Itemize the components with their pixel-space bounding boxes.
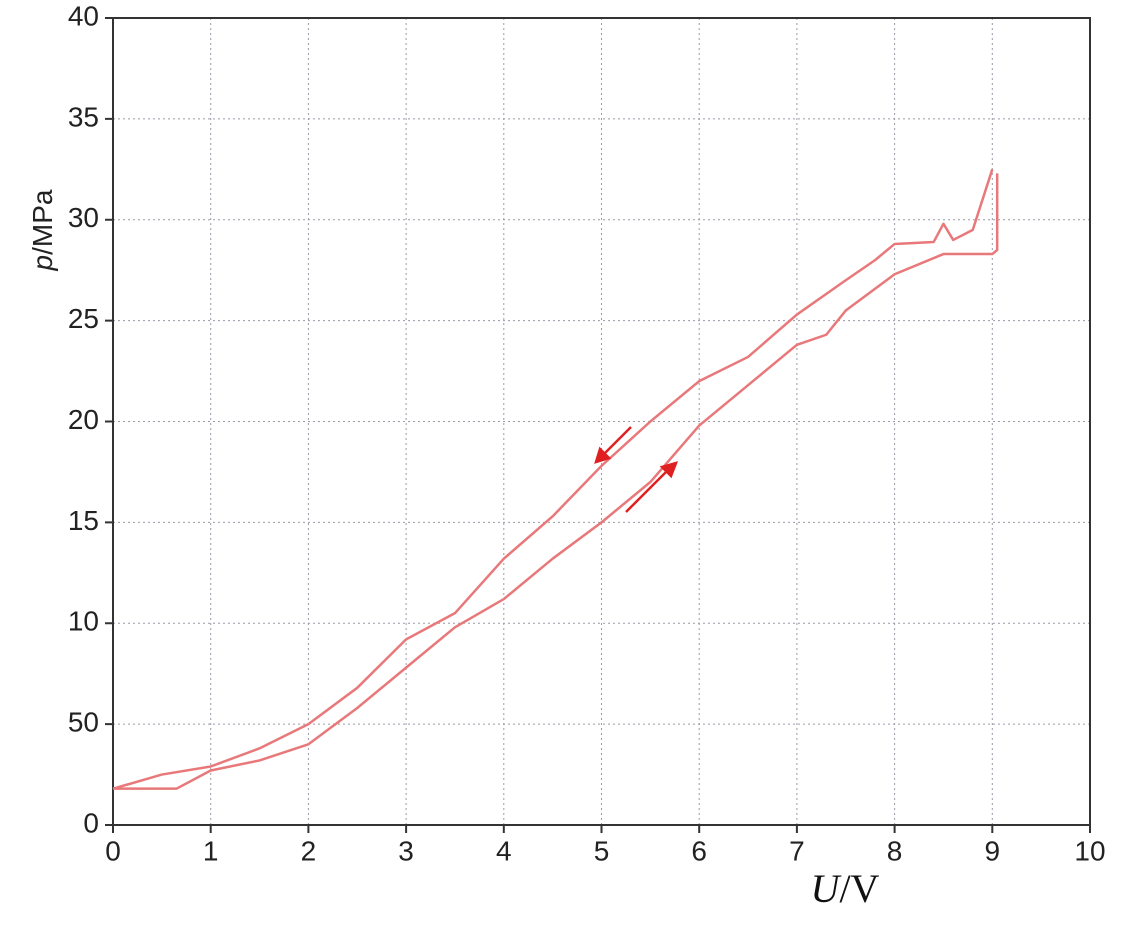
unload-arrow (602, 426, 632, 456)
x-axis-label: U/V (811, 866, 880, 911)
data-line (113, 173, 999, 790)
y-axis-unit: /MPa (27, 189, 58, 255)
x-tick-label: 4 (496, 835, 512, 866)
x-tick-label: 3 (398, 835, 414, 866)
y-tick-label: 40 (68, 0, 99, 31)
data-line (112, 168, 994, 790)
load-arrow (625, 469, 669, 513)
x-tick-label: 6 (691, 835, 707, 866)
y-tick-label: 50 (68, 707, 99, 738)
x-tick-label: 10 (1074, 835, 1105, 866)
y-tick-label: 25 (68, 303, 99, 334)
y-tick-label: 20 (68, 404, 99, 435)
y-tick-label: 0 (83, 807, 99, 838)
x-axis-symbol: U (811, 866, 843, 911)
y-tick-label: 35 (68, 101, 99, 132)
y-axis-label: p/MPa (27, 189, 58, 271)
x-tick-label: 9 (985, 835, 1001, 866)
y-tick-label: 30 (68, 202, 99, 233)
x-axis-unit: /V (839, 866, 879, 911)
y-tick-label: 15 (68, 505, 99, 536)
y-tick-label: 10 (68, 606, 99, 637)
direction-arrows (594, 426, 679, 513)
x-tick-label: 2 (301, 835, 317, 866)
x-tick-label: 5 (594, 835, 610, 866)
plot-frame (112, 17, 1091, 826)
x-tick-label: 0 (105, 835, 121, 866)
unload-arrowhead (594, 446, 612, 464)
y-axis-symbol: p (27, 255, 58, 272)
x-tick-label: 8 (887, 835, 903, 866)
load-arrowhead (659, 461, 679, 479)
x-tick-label: 1 (203, 835, 219, 866)
x-tick-label: 7 (789, 835, 805, 866)
